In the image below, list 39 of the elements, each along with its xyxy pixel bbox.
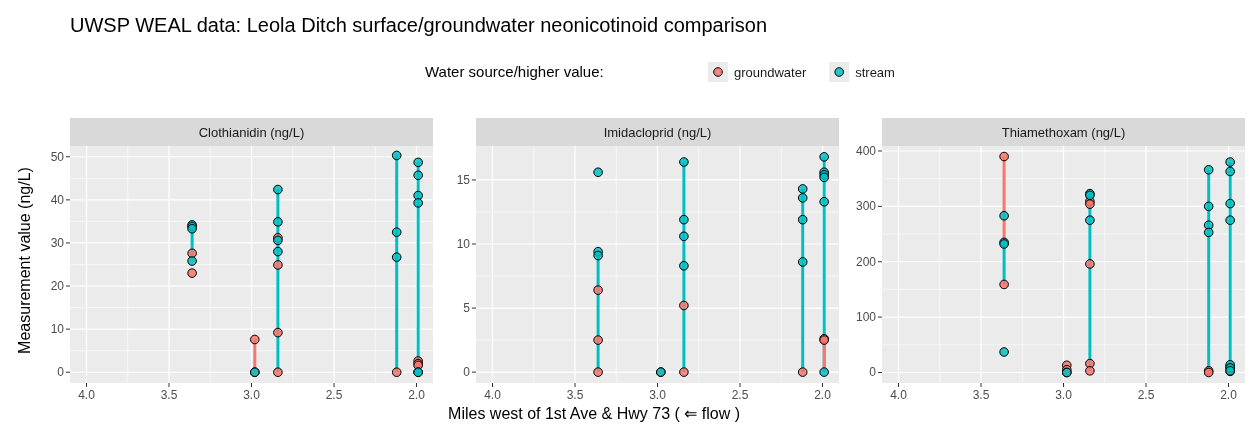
- y-tick-label: 30: [50, 235, 65, 250]
- y-tick-label: 10: [50, 322, 65, 337]
- x-tick-label: 4.0: [78, 388, 96, 402]
- y-tick-label: 5: [463, 301, 471, 316]
- x-tick-label: 2.5: [325, 388, 343, 402]
- x-tick-label: 4.0: [484, 388, 502, 402]
- chart-subtitle: Clothianidin (ng/L): [198, 124, 305, 140]
- x-axis-title: Miles west of 1st Ave & Hwy 73 ( ⇐ flow ): [448, 405, 740, 422]
- x-tick-label: 3.0: [243, 388, 261, 402]
- chart-subtitle: Imidacloprid (ng/L): [603, 124, 712, 140]
- y-tick-label: 0: [463, 365, 471, 380]
- x-tick-label: 3.5: [160, 388, 178, 402]
- x-tick-label: 3.5: [566, 388, 584, 402]
- x-tick-label: 2.0: [1220, 388, 1238, 402]
- y-tick-label: 0: [869, 365, 877, 380]
- legend-label: groundwater: [734, 64, 807, 80]
- y-tick-label: 20: [50, 279, 65, 294]
- y-tick-label: 10: [456, 237, 471, 251]
- y-tick-label: 400: [855, 143, 877, 158]
- x-tick-label: 3.0: [1055, 388, 1073, 402]
- x-tick-label: 2.5: [731, 388, 749, 402]
- y-tick-label: 15: [456, 172, 471, 187]
- y-tick-label: 200: [855, 254, 877, 269]
- y-tick-label: 0: [57, 365, 65, 380]
- legend-label: stream: [855, 64, 895, 80]
- x-tick-label: 2.5: [1137, 388, 1155, 402]
- legend-title: Water source/higher value:: [425, 63, 604, 80]
- x-tick-label: 3.5: [972, 388, 990, 402]
- x-tick-label: 3.0: [649, 388, 667, 402]
- y-tick-label: 300: [855, 199, 877, 214]
- chart-subtitle: Thiamethoxam (ng/L): [1001, 124, 1126, 140]
- y-axis-title: Measurement value (ng/L): [16, 167, 33, 354]
- y-tick-label: 100: [855, 310, 877, 325]
- x-tick-label: 4.0: [890, 388, 908, 402]
- x-tick-label: 2.0: [408, 388, 426, 402]
- y-tick-label: 40: [50, 192, 65, 207]
- y-tick-label: 50: [50, 149, 65, 164]
- x-tick-label: 2.0: [814, 388, 832, 402]
- chart-title: UWSP WEAL data: Leola Ditch surface/groundwater neonicotinoid comparison: [70, 14, 768, 36]
